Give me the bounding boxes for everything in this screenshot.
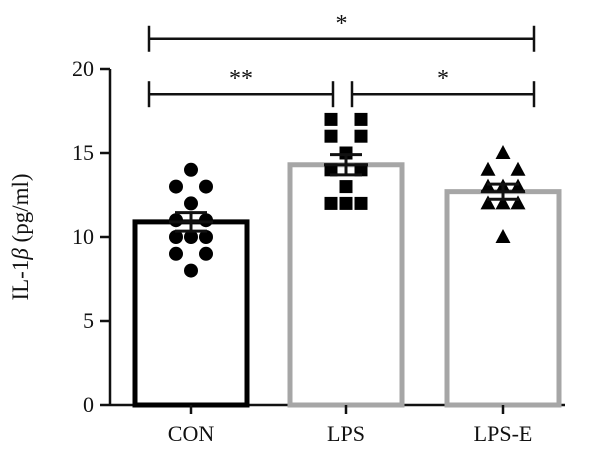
data-point-lps-e-5	[510, 178, 526, 193]
data-point-con-5	[199, 213, 213, 228]
y-tick-label-0: 0	[83, 392, 94, 417]
data-point-con-0	[184, 162, 198, 177]
data-point-lps-6	[354, 163, 368, 177]
data-point-con-4	[169, 213, 183, 228]
data-point-lps-e-9	[495, 229, 511, 243]
data-point-lps-1	[354, 112, 368, 126]
y-tick-label-1: 5	[83, 308, 94, 333]
data-point-lps-7	[339, 180, 353, 194]
bar-con	[132, 219, 250, 408]
data-point-lps-e-1	[480, 161, 496, 176]
data-point-con-1	[169, 179, 183, 194]
data-point-lps-e-8	[495, 195, 511, 210]
x-tick-label-con: CON	[168, 421, 215, 446]
data-point-lps-9	[354, 196, 368, 210]
data-point-lps-e-4	[480, 178, 496, 193]
y-axis-label: IL-1β (pg/ml)	[8, 173, 33, 300]
data-point-con-11	[184, 263, 198, 278]
data-point-lps-e-2	[510, 161, 526, 176]
bar-lps-e	[444, 189, 562, 408]
y-axis-label-symbol: β	[8, 248, 33, 261]
data-point-lps-3	[354, 129, 368, 143]
y-tick-label-4: 20	[72, 56, 94, 81]
sig-label-0: *	[336, 11, 348, 37]
x-tick-label-lps-e: LPS-E	[474, 421, 533, 446]
data-point-con-8	[199, 230, 213, 244]
data-point-lps-e-7	[510, 195, 526, 210]
data-point-con-7	[169, 230, 183, 244]
data-point-con-6	[184, 230, 198, 244]
data-point-con-2	[199, 179, 213, 194]
data-point-lps-e-6	[480, 195, 496, 210]
sig-label-2: *	[437, 66, 449, 92]
sig-label-1: **	[229, 66, 253, 92]
data-point-con-3	[184, 196, 198, 211]
y-tick-label-2: 10	[72, 224, 94, 249]
data-point-lps-8	[324, 196, 338, 210]
data-point-lps-5	[324, 163, 338, 177]
data-point-lps-4	[339, 146, 353, 160]
y-tick-label-3: 15	[72, 140, 94, 165]
data-point-lps-10	[339, 196, 353, 210]
x-tick-label-lps: LPS	[327, 421, 365, 446]
data-point-lps-2	[324, 129, 338, 143]
data-point-lps-e-0	[495, 145, 511, 159]
data-point-con-9	[169, 246, 183, 261]
data-point-lps-0	[324, 112, 338, 126]
data-point-con-10	[199, 246, 213, 261]
